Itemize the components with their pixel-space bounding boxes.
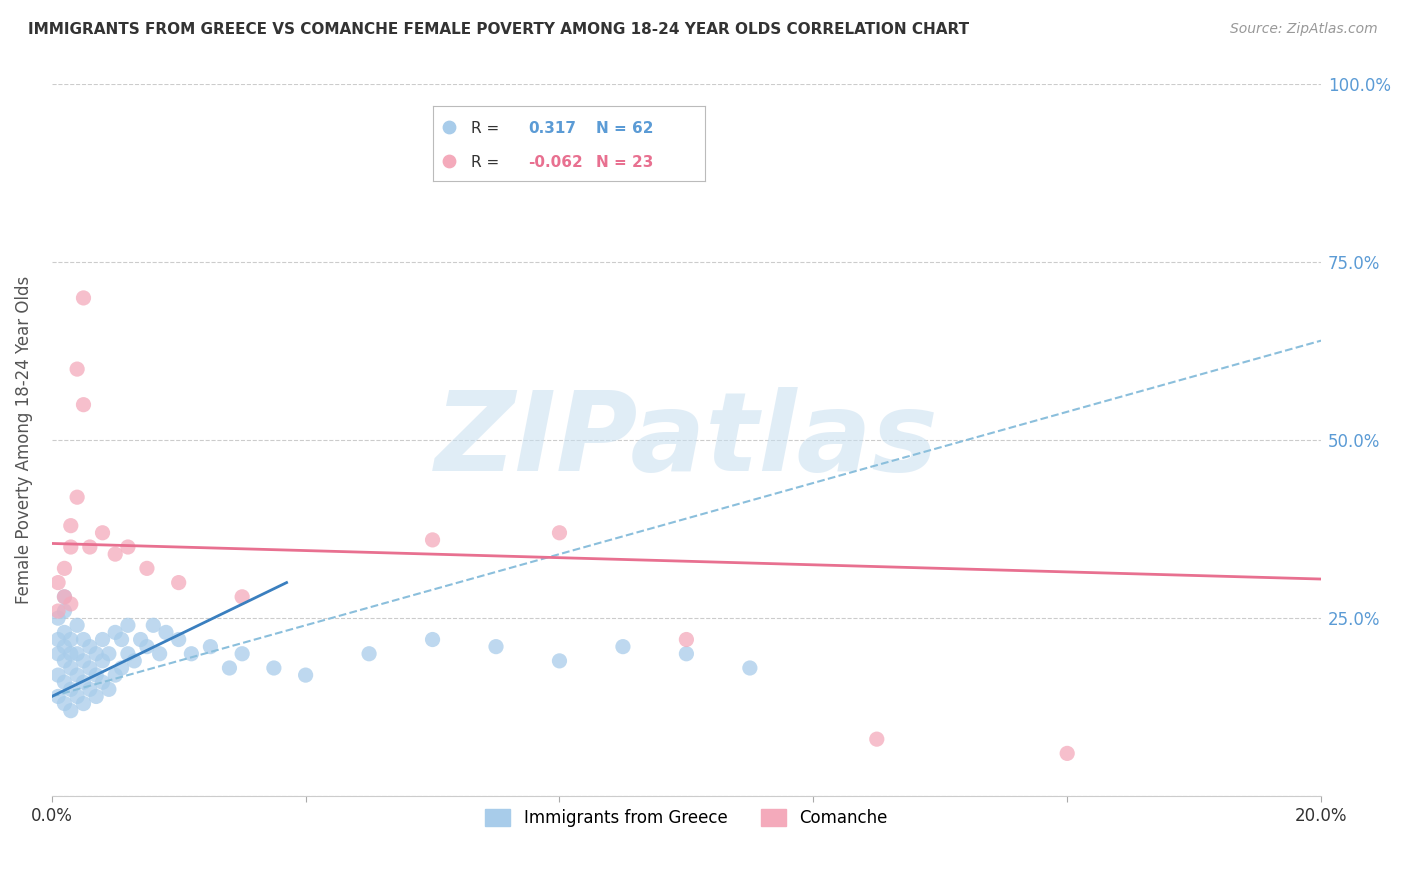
Legend: Immigrants from Greece, Comanche: Immigrants from Greece, Comanche <box>478 803 894 834</box>
Point <box>72 654 94 668</box>
Point <box>485 640 508 654</box>
Point <box>231 647 253 661</box>
Point <box>79 682 101 697</box>
Point <box>136 561 159 575</box>
Point <box>46 690 69 704</box>
Point <box>91 654 114 668</box>
Point <box>53 640 76 654</box>
Point <box>66 668 89 682</box>
Point <box>46 611 69 625</box>
Point <box>612 640 634 654</box>
Point <box>53 697 76 711</box>
Point <box>866 732 889 747</box>
Point <box>59 632 82 647</box>
Point <box>117 540 139 554</box>
Point <box>548 654 571 668</box>
Point <box>53 590 76 604</box>
Point <box>66 362 89 376</box>
Point <box>422 533 444 547</box>
Point <box>84 647 107 661</box>
Point <box>66 647 89 661</box>
Point <box>59 704 82 718</box>
Point <box>72 398 94 412</box>
Point <box>231 590 253 604</box>
Point <box>97 647 120 661</box>
Point <box>79 661 101 675</box>
Point <box>59 518 82 533</box>
Point <box>359 647 381 661</box>
Point <box>66 618 89 632</box>
Point <box>72 697 94 711</box>
Text: Source: ZipAtlas.com: Source: ZipAtlas.com <box>1230 22 1378 37</box>
Point <box>167 632 190 647</box>
Point <box>180 647 202 661</box>
Point <box>149 647 172 661</box>
Point <box>46 604 69 618</box>
Point <box>72 632 94 647</box>
Point <box>72 291 94 305</box>
Point <box>129 632 152 647</box>
Point <box>91 675 114 690</box>
Text: ZIPatlas: ZIPatlas <box>434 387 938 494</box>
Point <box>142 618 165 632</box>
Y-axis label: Female Poverty Among 18-24 Year Olds: Female Poverty Among 18-24 Year Olds <box>15 277 32 605</box>
Point <box>46 575 69 590</box>
Point <box>200 640 222 654</box>
Point <box>46 647 69 661</box>
Point <box>66 690 89 704</box>
Point <box>104 547 127 561</box>
Point <box>263 661 285 675</box>
Point <box>59 647 82 661</box>
Point <box>91 525 114 540</box>
Point <box>675 647 697 661</box>
Point <box>79 640 101 654</box>
Point <box>110 661 132 675</box>
Point <box>110 632 132 647</box>
Point <box>117 647 139 661</box>
Point <box>422 632 444 647</box>
Point <box>97 682 120 697</box>
Point <box>117 618 139 632</box>
Point <box>53 604 76 618</box>
Point <box>104 668 127 682</box>
Point <box>675 632 697 647</box>
Point <box>79 540 101 554</box>
Point <box>84 668 107 682</box>
Point <box>53 590 76 604</box>
Point <box>59 597 82 611</box>
Text: IMMIGRANTS FROM GREECE VS COMANCHE FEMALE POVERTY AMONG 18-24 YEAR OLDS CORRELAT: IMMIGRANTS FROM GREECE VS COMANCHE FEMAL… <box>28 22 969 37</box>
Point <box>53 654 76 668</box>
Point <box>104 625 127 640</box>
Point <box>548 525 571 540</box>
Point <box>167 575 190 590</box>
Point <box>59 540 82 554</box>
Point <box>91 632 114 647</box>
Point <box>59 682 82 697</box>
Point <box>84 690 107 704</box>
Point <box>122 654 145 668</box>
Point <box>738 661 761 675</box>
Point <box>72 675 94 690</box>
Point <box>46 668 69 682</box>
Point <box>294 668 316 682</box>
Point <box>218 661 240 675</box>
Point <box>53 625 76 640</box>
Point <box>59 661 82 675</box>
Point <box>1056 747 1078 761</box>
Point <box>66 490 89 504</box>
Point <box>53 675 76 690</box>
Point <box>53 561 76 575</box>
Point <box>136 640 159 654</box>
Point <box>155 625 177 640</box>
Point <box>46 632 69 647</box>
